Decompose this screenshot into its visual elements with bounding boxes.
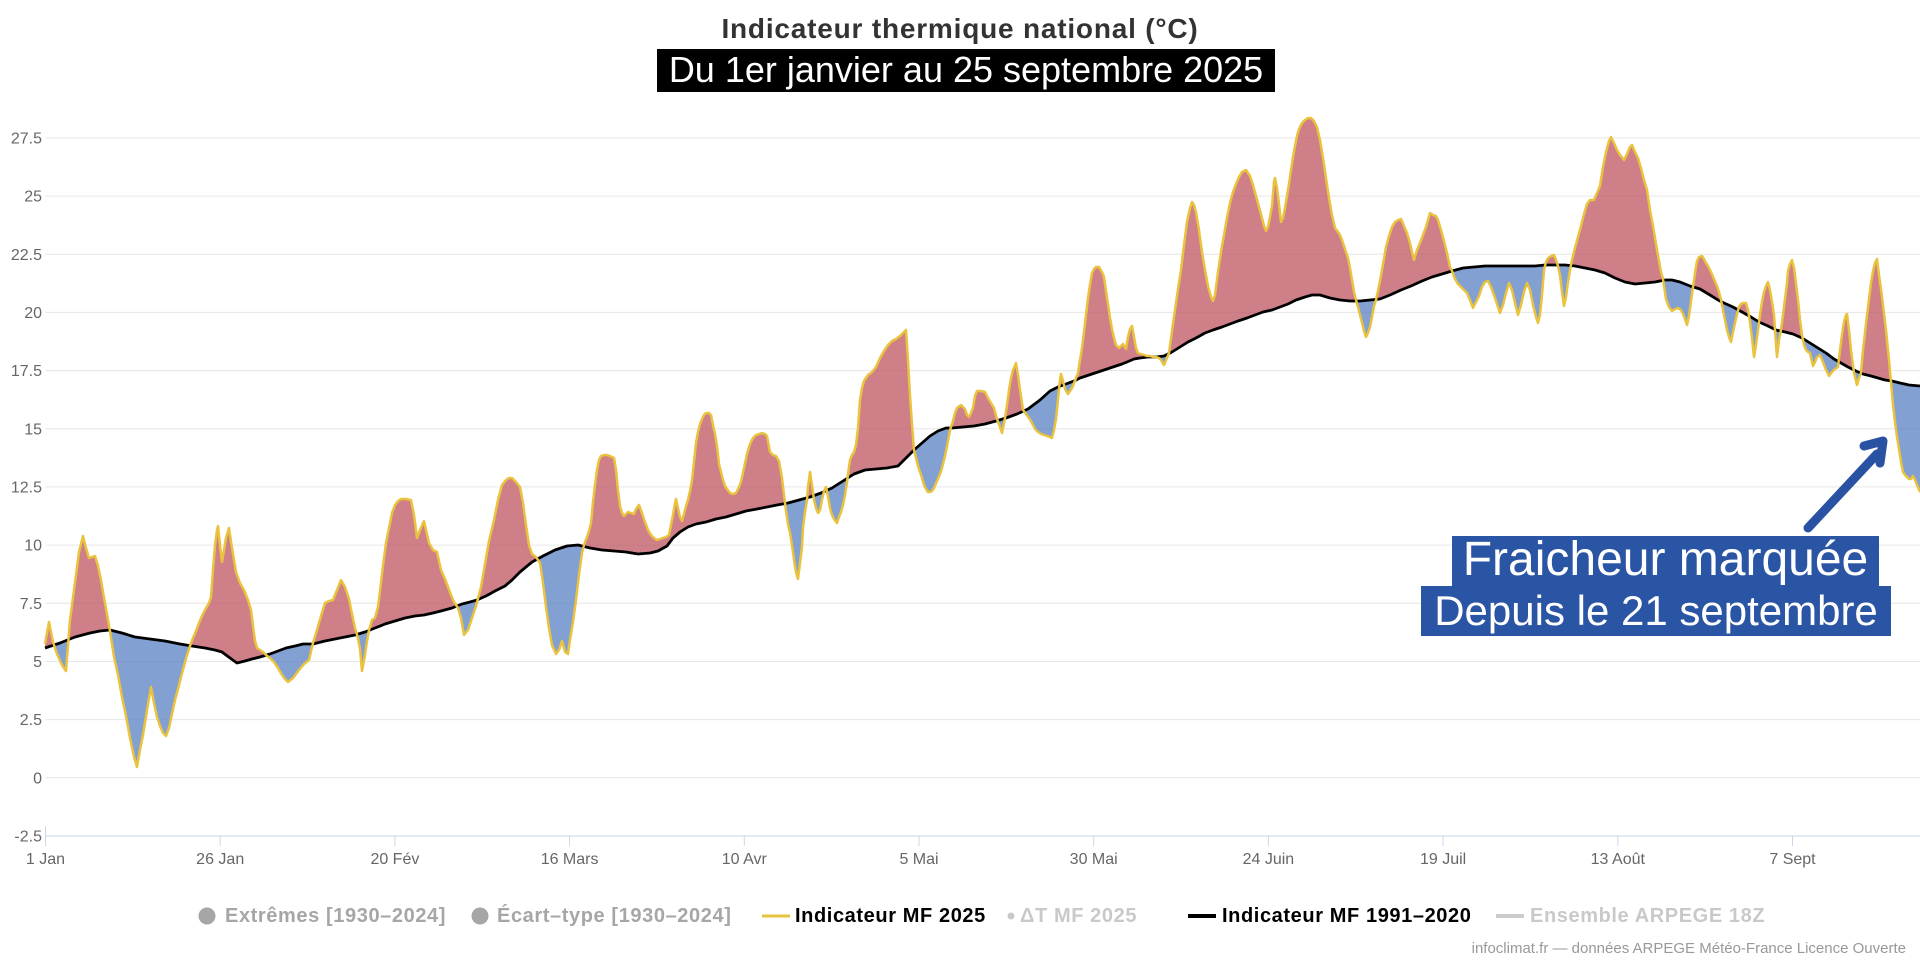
svg-text:17.5: 17.5 (11, 363, 42, 380)
svg-text:25: 25 (24, 189, 42, 206)
svg-text:15: 15 (24, 421, 42, 438)
svg-text:24 Juin: 24 Juin (1243, 851, 1295, 868)
svg-text:12.5: 12.5 (11, 479, 42, 496)
svg-text:30 Mai: 30 Mai (1070, 851, 1118, 868)
svg-text:5: 5 (33, 654, 42, 671)
svg-text:13 Août: 13 Août (1591, 851, 1646, 868)
svg-text:22.5: 22.5 (11, 247, 42, 264)
svg-text:16 Mars: 16 Mars (541, 851, 599, 868)
svg-text:-2.5: -2.5 (14, 829, 42, 846)
svg-text:27.5: 27.5 (11, 130, 42, 147)
svg-text:7 Sept: 7 Sept (1769, 851, 1816, 868)
svg-text:26 Jan: 26 Jan (196, 851, 244, 868)
svg-text:19 Juil: 19 Juil (1420, 851, 1466, 868)
svg-text:20: 20 (24, 305, 42, 322)
svg-text:2.5: 2.5 (20, 712, 42, 729)
svg-text:1 Jan: 1 Jan (26, 851, 65, 868)
svg-text:10: 10 (24, 538, 42, 555)
svg-text:5 Mai: 5 Mai (899, 851, 938, 868)
svg-text:7.5: 7.5 (20, 596, 42, 613)
svg-text:10 Avr: 10 Avr (722, 851, 768, 868)
svg-text:0: 0 (33, 770, 42, 787)
svg-text:20 Fév: 20 Fév (370, 851, 419, 868)
